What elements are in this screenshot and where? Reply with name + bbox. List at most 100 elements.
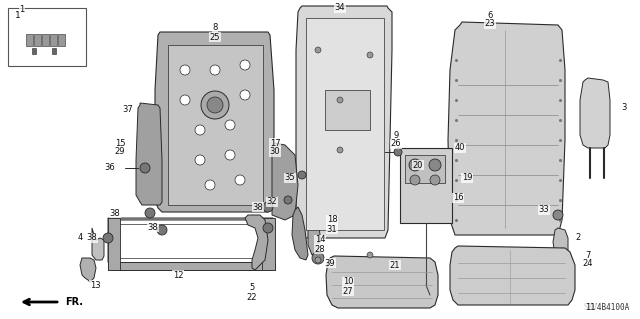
Bar (306, 18, 384, 230)
Bar (50, 34, 57, 46)
Polygon shape (108, 218, 275, 264)
Circle shape (210, 95, 220, 105)
Text: 25: 25 (210, 33, 220, 41)
Text: 22: 22 (247, 293, 257, 301)
Polygon shape (155, 32, 274, 212)
Circle shape (394, 148, 402, 156)
Text: 7: 7 (586, 250, 591, 259)
Text: 27: 27 (342, 286, 353, 295)
Text: 37: 37 (123, 106, 133, 115)
Text: 19: 19 (461, 174, 472, 182)
Text: 21: 21 (390, 261, 400, 270)
Circle shape (429, 159, 441, 171)
Polygon shape (52, 48, 56, 54)
Text: 6: 6 (487, 11, 493, 19)
Circle shape (103, 233, 113, 243)
Polygon shape (32, 48, 36, 54)
Text: 35: 35 (285, 174, 295, 182)
Polygon shape (108, 218, 120, 270)
Circle shape (263, 202, 273, 212)
Text: 33: 33 (539, 205, 549, 214)
Bar (34, 34, 41, 46)
Polygon shape (272, 143, 298, 220)
Bar (118, 224, 266, 258)
Circle shape (195, 125, 205, 135)
Text: 14: 14 (315, 235, 325, 244)
Text: 38: 38 (86, 234, 97, 242)
Text: 3: 3 (621, 103, 627, 113)
Text: 1: 1 (15, 11, 21, 20)
Circle shape (337, 147, 343, 153)
Text: 39: 39 (324, 258, 335, 268)
Text: 29: 29 (115, 147, 125, 157)
Circle shape (315, 257, 321, 263)
Bar (400, 148, 452, 223)
Polygon shape (80, 258, 96, 282)
Text: 5: 5 (250, 284, 255, 293)
Text: 16: 16 (452, 194, 463, 203)
Circle shape (140, 163, 150, 173)
Circle shape (180, 65, 190, 75)
Circle shape (367, 52, 373, 58)
Text: 18: 18 (326, 216, 337, 225)
Circle shape (410, 175, 420, 185)
Circle shape (195, 155, 205, 165)
Bar (8, 8, 86, 66)
Text: 4: 4 (77, 234, 83, 242)
Text: 38: 38 (109, 209, 120, 218)
Circle shape (312, 252, 324, 264)
Polygon shape (292, 207, 308, 260)
Text: 10: 10 (343, 278, 353, 286)
Bar (168, 45, 263, 205)
Circle shape (225, 120, 235, 130)
Circle shape (430, 175, 440, 185)
Polygon shape (136, 103, 162, 205)
Circle shape (240, 90, 250, 100)
Circle shape (205, 180, 215, 190)
Circle shape (240, 60, 250, 70)
Circle shape (553, 210, 563, 220)
Text: 8: 8 (212, 24, 218, 33)
Circle shape (207, 97, 223, 113)
Bar (405, 155, 445, 183)
Text: 2: 2 (575, 234, 580, 242)
Text: 24: 24 (583, 259, 593, 269)
Text: 36: 36 (104, 162, 115, 172)
Text: 40: 40 (455, 144, 465, 152)
Circle shape (201, 91, 229, 119)
Bar (58, 34, 65, 46)
Text: 9: 9 (394, 130, 399, 139)
Text: S3V4B4100A: S3V4B4100A (584, 303, 630, 312)
Polygon shape (262, 218, 275, 270)
Circle shape (210, 65, 220, 75)
Polygon shape (326, 256, 438, 308)
Circle shape (315, 47, 321, 53)
Polygon shape (553, 228, 568, 260)
Polygon shape (92, 228, 104, 260)
Text: 26: 26 (390, 139, 401, 149)
Circle shape (145, 208, 155, 218)
Circle shape (225, 150, 235, 160)
Text: 30: 30 (269, 147, 280, 157)
Text: 1: 1 (19, 5, 24, 14)
Circle shape (367, 252, 373, 258)
Circle shape (157, 225, 167, 235)
Circle shape (235, 175, 245, 185)
Text: 12: 12 (173, 271, 183, 279)
Text: FR.: FR. (65, 297, 83, 307)
Text: 31: 31 (326, 225, 337, 234)
Polygon shape (450, 246, 575, 305)
Text: 15: 15 (115, 138, 125, 147)
Polygon shape (448, 22, 565, 235)
Text: 28: 28 (315, 244, 325, 254)
Polygon shape (245, 215, 268, 270)
Circle shape (263, 223, 273, 233)
Bar (42, 34, 49, 46)
Text: 23: 23 (484, 19, 495, 28)
Polygon shape (580, 78, 610, 148)
Circle shape (298, 171, 306, 179)
Polygon shape (108, 262, 275, 270)
Text: 11: 11 (585, 303, 595, 313)
Circle shape (284, 196, 292, 204)
Polygon shape (308, 215, 320, 255)
